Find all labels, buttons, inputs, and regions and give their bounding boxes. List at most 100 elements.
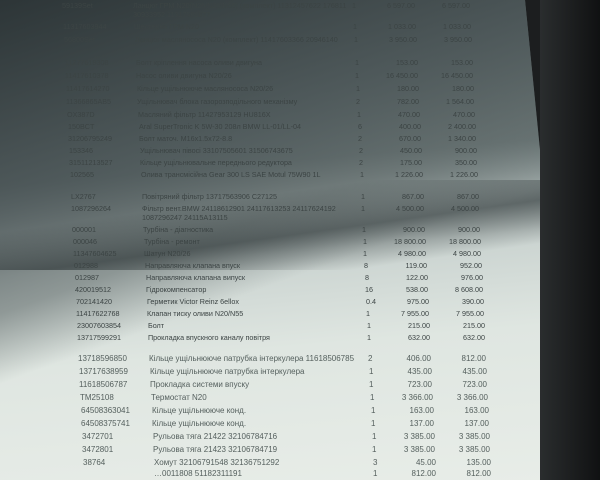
cell-description: Рульова тяга 21423 32106784719 [153, 445, 278, 454]
cell-description: Болт [148, 321, 165, 330]
cell-price: 450.00 [400, 146, 422, 155]
cell-code: LX2767 [71, 192, 96, 201]
cell-code: 012988 [74, 261, 98, 270]
cell-total: 1 340.00 [448, 134, 476, 143]
cell-total: 1 226.00 [450, 170, 478, 179]
cell-price: 406.00 [406, 354, 431, 363]
cell-total: 390.00 [462, 297, 484, 306]
cell-description: Герметик Victor Reinz 6ellox [147, 297, 239, 306]
cell-price: 215.00 [408, 321, 430, 330]
cell-total: 6 597.00 [442, 1, 470, 10]
cell-code: 59139Set [62, 1, 93, 10]
cell-price: 900.00 [403, 225, 425, 234]
cell-description: Ланцюг ГРМ N20(N26/N20/N55) (комплект) 1… [133, 1, 347, 19]
cell-total: 137.00 [464, 419, 489, 428]
cell-total: 163.00 [464, 406, 489, 415]
cell-qty: 1 [353, 22, 357, 31]
cell-code: 150BCT [68, 122, 95, 131]
cell-price: 7 955.00 [401, 309, 429, 318]
cell-total: 4 980.00 [453, 249, 481, 258]
cell-qty: 1 [360, 170, 364, 179]
cell-description: Термостат N20 [151, 393, 207, 402]
cell-qty: 0.4 [366, 297, 376, 306]
cell-qty: 1 [367, 321, 371, 330]
cell-description: Прокладка системи впуску [150, 380, 250, 389]
cell-qty: 1 [371, 406, 376, 415]
cell-code: 11277619308 [65, 58, 109, 67]
cell-description: Насос оливи двигуна N20/26 [136, 71, 232, 80]
cell-qty: 8 [364, 261, 368, 270]
cell-price: 16 450.00 [386, 71, 418, 80]
cell-price: 137.00 [409, 419, 434, 428]
cell-total: 3 366.00 [456, 393, 488, 402]
cell-description: Масляний фільтр 11427953129 HU816X [138, 110, 271, 119]
cell-description: Клапан тиску оливи N20/N55 [147, 309, 244, 318]
cell-code: OX387D [67, 110, 95, 119]
cell-description: Рульова тяга 21422 32106784716 [153, 432, 278, 441]
cell-price: 122.00 [406, 273, 428, 282]
cell-price: 3 385.00 [403, 432, 435, 441]
cell-code: 153346 [69, 146, 93, 155]
cell-code: 11347604625 [73, 249, 117, 258]
cell-total: 215.00 [463, 321, 485, 330]
cell-code: 3472701 [82, 432, 114, 441]
cell-description: Кільце ущільнювальне переднього редуктор… [140, 158, 292, 167]
cell-qty: 1 [370, 393, 375, 402]
cell-code: 702141420 [76, 297, 112, 306]
cell-total: 3 385.00 [458, 445, 490, 454]
cell-code: 11317603944 [63, 22, 107, 31]
cell-total: 350.00 [455, 158, 477, 167]
cell-total: 4 500.00 [451, 204, 479, 213]
cell-total: 8 608.00 [455, 285, 483, 294]
cell-total: 976.00 [461, 273, 483, 282]
cell-description: Направляюча клапана впуск [145, 261, 241, 270]
cell-description: Турбіна - ремонт [144, 237, 200, 246]
cell-description: Aral SuperTronic K 5W-30 208л BMW LL-01/… [139, 122, 301, 131]
cell-qty: 2 [359, 158, 363, 167]
cell-price: 175.00 [400, 158, 422, 167]
cell-price: 470.00 [398, 110, 420, 119]
cell-code: 102565 [70, 170, 94, 179]
cell-description: Болт кріплення насоса оливи двигуна [136, 58, 263, 67]
cell-code: 11417622768 [76, 309, 120, 318]
cell-qty: 1 [355, 58, 359, 67]
cell-qty: 1 [369, 380, 374, 389]
cell-total: 1 033.00 [443, 22, 471, 31]
cell-code: 38764 [83, 458, 106, 467]
cell-price: 4 500.00 [396, 204, 424, 213]
cell-code: 13717638959 [79, 367, 128, 376]
cell-total: 812.00 [466, 469, 491, 478]
cell-price: 538.00 [406, 285, 428, 294]
cell-code: 420019512 [75, 285, 111, 294]
cell-code: 13717599291 [77, 333, 121, 342]
cell-price: 435.00 [407, 367, 432, 376]
cell-qty: 1 [354, 35, 358, 44]
cell-code: 11618506787 [79, 380, 128, 389]
cell-description: Ущільнювач півосі 33107505601 3150674367… [140, 146, 293, 155]
cell-description: Олива трансмісійна Gear 300 LS SAE Motul… [141, 170, 321, 179]
cell-code: 23007603854 [77, 321, 121, 330]
cell-total: 867.00 [457, 192, 479, 201]
cell-price: 18 800.00 [394, 237, 426, 246]
cell-description: Шестерня ГРМ N20 [134, 22, 200, 31]
cell-qty: 1 [369, 367, 374, 376]
cell-code: 012987 [75, 273, 99, 282]
cell-description: Шатун N20/26 [144, 249, 191, 258]
cell-total: 470.00 [453, 110, 475, 119]
cell-price: 400.00 [399, 122, 421, 131]
cell-description: Гідрокомпенсатор [146, 285, 207, 294]
cell-qty: 2 [356, 97, 360, 106]
cell-price: 153.00 [396, 58, 418, 67]
cell-code: 31511213527 [69, 158, 113, 167]
cell-price: 3 366.00 [401, 393, 433, 402]
cell-code: 64508375741 [81, 419, 130, 428]
cell-qty: 1 [371, 419, 376, 428]
cell-total: 2 400.00 [448, 122, 476, 131]
cell-code: 56800Set [64, 35, 95, 44]
cell-description: Ланцюг маслянососа N20 (комплект) 114176… [135, 35, 338, 44]
cell-qty: 6 [358, 122, 362, 131]
cell-description: Кільце ущільнююче патрубка інтеркулера 1… [149, 354, 355, 363]
cell-code: 31206795249 [68, 134, 112, 143]
background-dark [540, 0, 600, 480]
cell-qty: 1 [366, 309, 370, 318]
